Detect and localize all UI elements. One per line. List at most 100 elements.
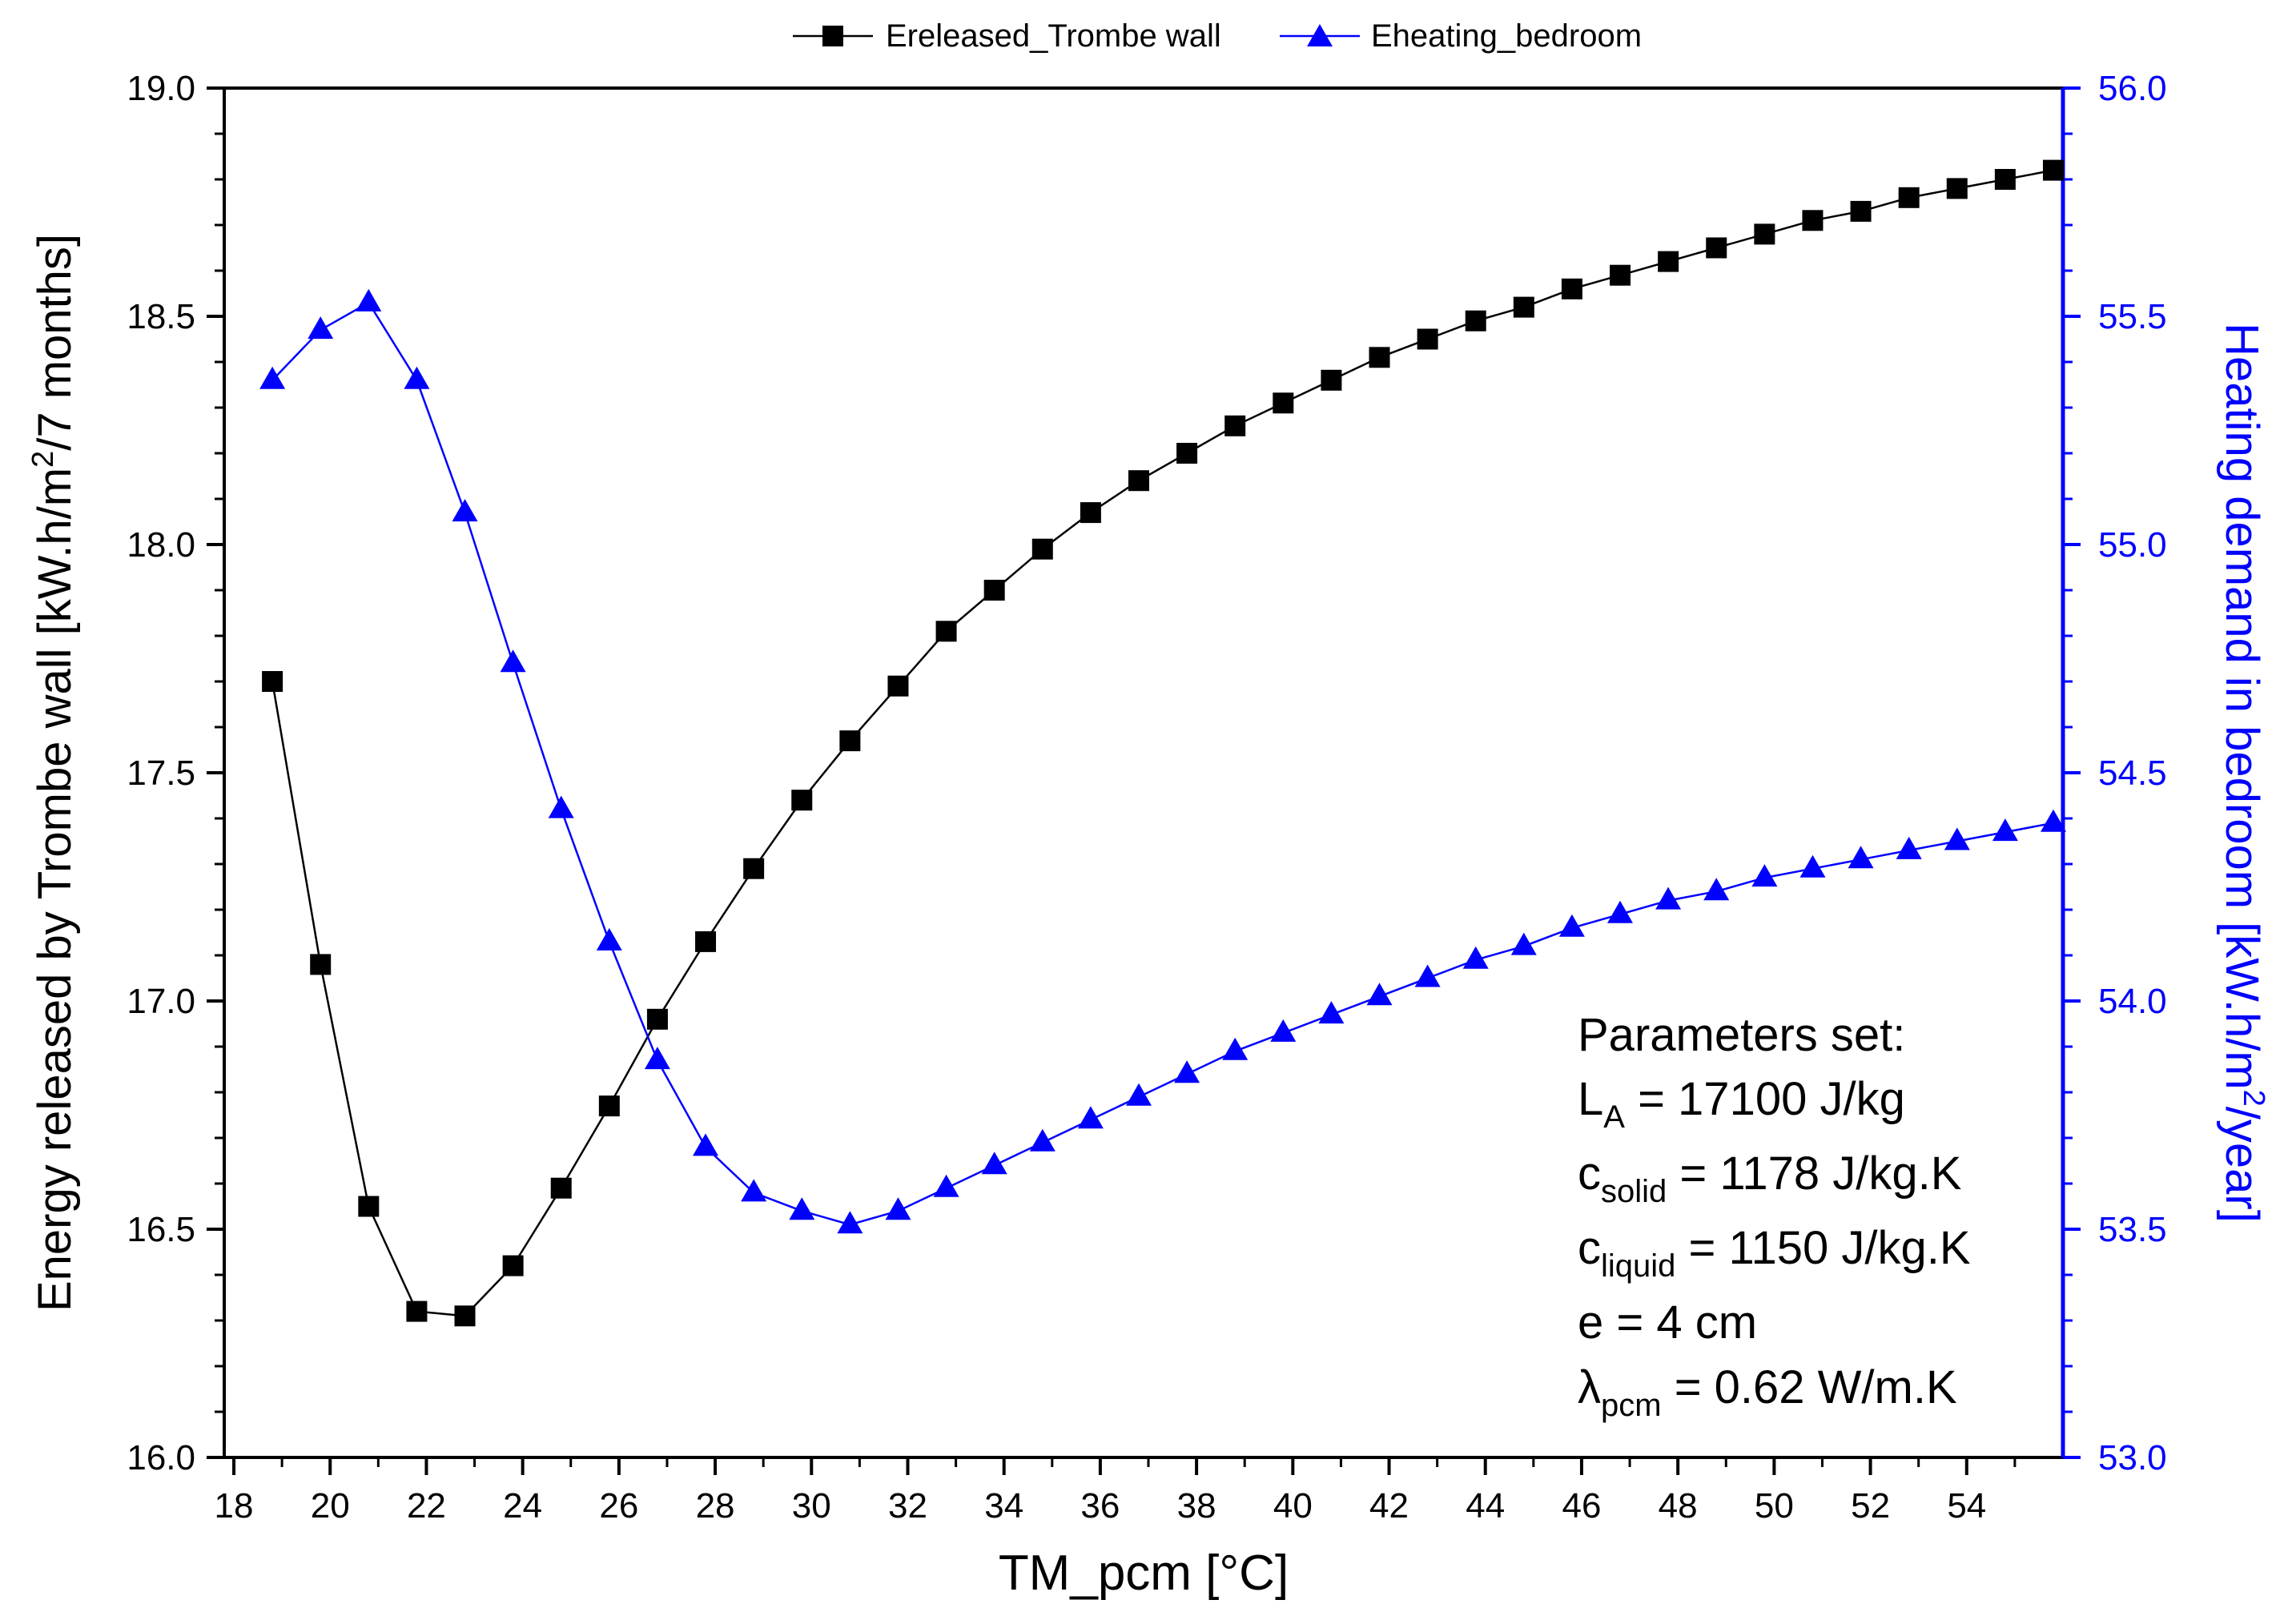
eheating-point: [1510, 932, 1537, 955]
x-tick-label: 50: [1755, 1486, 1794, 1526]
eheating-point: [548, 795, 574, 818]
eheating-point: [500, 649, 526, 673]
ereleased-point: [1994, 169, 2016, 190]
ereleased-point: [262, 671, 283, 692]
ereleased-point: [1561, 278, 1582, 299]
eheating-point: [1751, 864, 1778, 887]
x-tick-label: 24: [503, 1486, 542, 1526]
right-axis-ticks: 53.0 53.5 54.0 54.5 55.0 55.5 56.0: [2063, 69, 2167, 1477]
eheating-point: [1126, 1083, 1152, 1106]
eheating-point: [452, 499, 478, 522]
eheating-point: [741, 1179, 767, 1202]
annotation-line-cliquid-sub: liquid: [1601, 1248, 1675, 1284]
annotation-line-lambda: λpcm = 0.62 W/m.K: [1578, 1361, 1957, 1423]
left-tick-label: 17.5: [127, 754, 195, 793]
ereleased-point: [695, 931, 717, 952]
x-tick-label: 46: [1562, 1486, 1601, 1526]
left-tick-label: 18.5: [127, 297, 195, 336]
x-tick-label: 32: [888, 1486, 927, 1526]
x-tick-label: 20: [311, 1486, 350, 1526]
x-tick-label: 54: [1947, 1486, 1986, 1526]
eheating-point: [1703, 878, 1730, 901]
ereleased-point: [1176, 443, 1198, 464]
ereleased-point: [983, 580, 1005, 601]
annotation-line-e: e = 4 cm: [1578, 1296, 1757, 1349]
eheating-point: [1944, 827, 1970, 850]
left-axis-title: Energy released by Trombe wall [kW.h/m2/…: [26, 234, 81, 1312]
x-tick-label: 28: [696, 1486, 735, 1526]
ereleased-point: [502, 1255, 524, 1276]
annotation-line-la-sub: A: [1603, 1099, 1625, 1135]
ereleased-point: [1610, 264, 1631, 286]
ereleased-point: [1706, 237, 1727, 259]
eheating-point: [356, 288, 382, 312]
right-tick-label: 54.5: [2098, 754, 2167, 793]
annotation-line-cliquid: cliquid = 1150 J/kg.K: [1578, 1222, 1971, 1284]
eheating-point: [1222, 1037, 1249, 1060]
eheating-point: [981, 1152, 1007, 1175]
annotation-line-la-sym: L: [1578, 1073, 1603, 1125]
eheating-point: [404, 366, 430, 389]
x-axis-ticks: 18 20 22 24 26 28 30 32 34 36 38 40 42 44 46 48 50 52 54: [215, 1457, 2017, 1526]
eheating-point: [1174, 1060, 1200, 1083]
ereleased-point: [935, 621, 957, 642]
right-axis-title-main: Heating demand in bedroom [kW.h/m: [2216, 323, 2268, 1089]
right-axis-title: Heating demand in bedroom [kW.h/m2/year]: [2216, 323, 2270, 1223]
eheating-point: [259, 366, 286, 389]
ereleased-point: [839, 730, 861, 752]
annotation-line-e-sym: e: [1578, 1296, 1603, 1349]
x-axis-title: TM_pcm [°C]: [999, 1546, 1289, 1601]
annotation-title: Parameters set:: [1578, 1009, 1905, 1061]
left-tick-label: 16.5: [127, 1210, 195, 1249]
ereleased-point: [358, 1196, 380, 1217]
x-tick-label: 36: [1080, 1486, 1120, 1526]
x-tick-label: 26: [599, 1486, 638, 1526]
x-tick-label: 44: [1466, 1486, 1505, 1526]
eheating-point: [837, 1211, 863, 1234]
eheating-point: [1607, 900, 1633, 923]
left-tick-label: 19.0: [127, 69, 195, 108]
annotation-line-la: LA = 17100 J/kg: [1578, 1073, 1905, 1135]
right-tick-label: 55.0: [2098, 525, 2167, 565]
legend: Ereleased_Trombe wall Eheating_bedroom: [793, 18, 1642, 54]
eheating-point: [2041, 809, 2066, 832]
annotation-line-la-text: = 17100 J/kg: [1625, 1073, 1905, 1125]
ereleased-point: [550, 1177, 572, 1199]
annotation-line-lambda-sub: pcm: [1601, 1388, 1662, 1423]
ereleased-point: [887, 675, 909, 697]
ereleased-point: [310, 954, 332, 975]
ereleased-point: [1465, 310, 1486, 332]
ereleased-point: [743, 858, 765, 879]
right-tick-label: 54.0: [2098, 982, 2167, 1021]
right-axis-title-sup: 2: [2237, 1090, 2270, 1107]
eheating-point: [789, 1197, 815, 1220]
x-tick-label: 30: [792, 1486, 831, 1526]
legend-label-eheating: Eheating_bedroom: [1371, 18, 1642, 54]
x-tick-label: 34: [984, 1486, 1023, 1526]
ereleased-point: [406, 1300, 428, 1322]
x-tick-label: 18: [215, 1486, 254, 1526]
x-tick-label: 38: [1177, 1486, 1216, 1526]
eheating-point: [1848, 846, 1874, 869]
right-tick-label: 56.0: [2098, 69, 2167, 108]
ereleased-point: [598, 1095, 620, 1117]
annotation-line-csolid-sub: solid: [1601, 1174, 1667, 1209]
eheating-point: [693, 1133, 718, 1156]
x-tick-label: 22: [407, 1486, 446, 1526]
legend-marker-eheating: [1307, 24, 1333, 46]
series-lines: [271, 169, 2054, 1317]
ereleased-point: [1417, 328, 1438, 350]
eheating-point: [1655, 886, 1682, 910]
annotation-line-csolid-text: = 1178 J/kg.K: [1667, 1148, 1961, 1200]
eheating-point: [1462, 946, 1489, 969]
right-tick-label: 53.0: [2098, 1438, 2167, 1477]
annotation-line-cliquid-sym: c: [1578, 1222, 1601, 1274]
ereleased-point: [1754, 223, 1775, 245]
eheating-point: [308, 316, 334, 340]
left-axis-title-main: Energy released by Trombe wall [kW.h/m: [29, 468, 81, 1312]
ereleased-point: [2042, 159, 2064, 181]
eheating-point: [644, 1047, 670, 1070]
annotation-line-lambda-sym: λ: [1578, 1361, 1601, 1413]
eheating-point: [1799, 854, 1826, 878]
